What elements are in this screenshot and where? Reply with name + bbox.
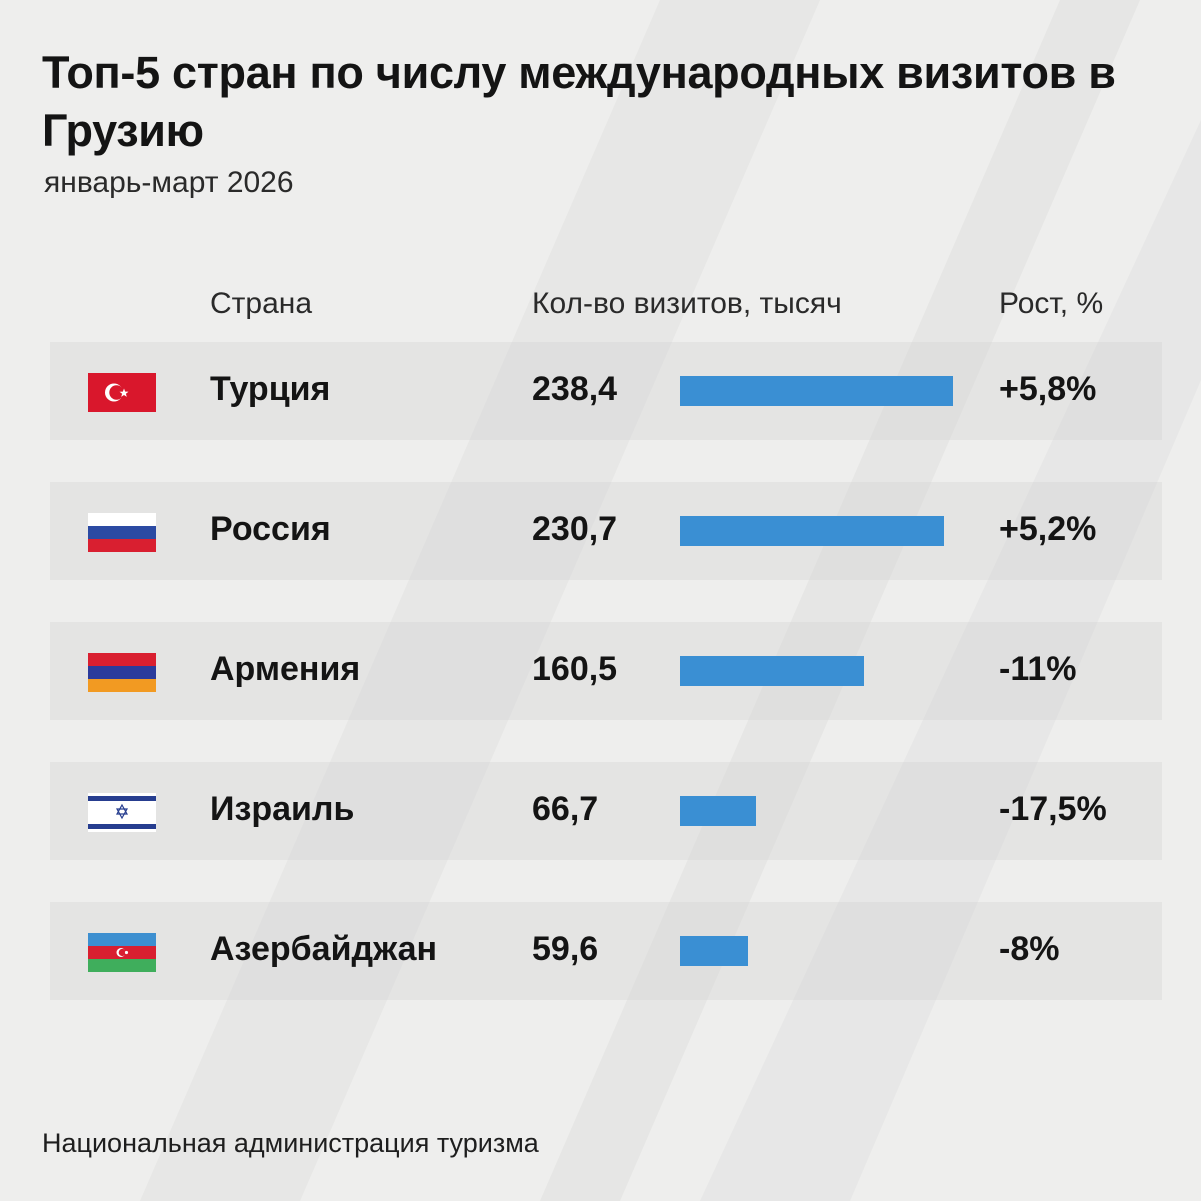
country-name: Армения <box>210 650 361 688</box>
value-label: 238,4 <box>532 370 618 408</box>
russia-flag-icon <box>88 513 156 552</box>
table-row: Армения 160,5 -11% <box>50 622 1162 720</box>
country-name: Турция <box>210 370 331 408</box>
chart-subtitle: январь-март 2026 <box>44 166 294 199</box>
table-row: Россия 230,7 +5,2% <box>50 482 1162 580</box>
source-note: Национальная администрация туризма <box>42 1128 539 1158</box>
growth-label: -8% <box>999 930 1060 968</box>
table-row: Турция 238,4 +5,8% <box>50 342 1162 440</box>
chart-title: Топ-5 стран по числу международных визит… <box>42 47 1116 156</box>
armenia-flag-icon <box>88 653 156 692</box>
growth-label: +5,2% <box>999 510 1097 548</box>
growth-label: -17,5% <box>999 790 1107 828</box>
bar-turkey <box>680 376 953 406</box>
header-visits: Кол-во визитов, тысяч <box>532 287 842 320</box>
growth-label: +5,8% <box>999 370 1097 408</box>
value-label: 160,5 <box>532 650 618 688</box>
country-name: Азербайджан <box>210 930 438 968</box>
israel-flag-icon <box>88 793 156 832</box>
bar-israel <box>680 796 757 826</box>
bar-russia <box>680 516 945 546</box>
bar-azerbaijan <box>680 936 749 966</box>
bar-armenia <box>680 656 864 686</box>
value-label: 59,6 <box>532 930 599 968</box>
azerbaijan-flag-icon <box>88 933 156 972</box>
growth-label: -11% <box>999 650 1077 688</box>
header-country: Страна <box>210 287 313 320</box>
header-growth: Рост, % <box>999 287 1104 320</box>
table-row: Израиль 66,7 -17,5% <box>50 762 1162 860</box>
turkey-flag-icon <box>88 373 156 412</box>
value-label: 66,7 <box>532 790 599 828</box>
value-label: 230,7 <box>532 510 618 548</box>
table-row: Азербайджан 59,6 -8% <box>50 902 1162 1000</box>
country-name: Россия <box>210 510 331 548</box>
country-name: Израиль <box>210 790 355 828</box>
